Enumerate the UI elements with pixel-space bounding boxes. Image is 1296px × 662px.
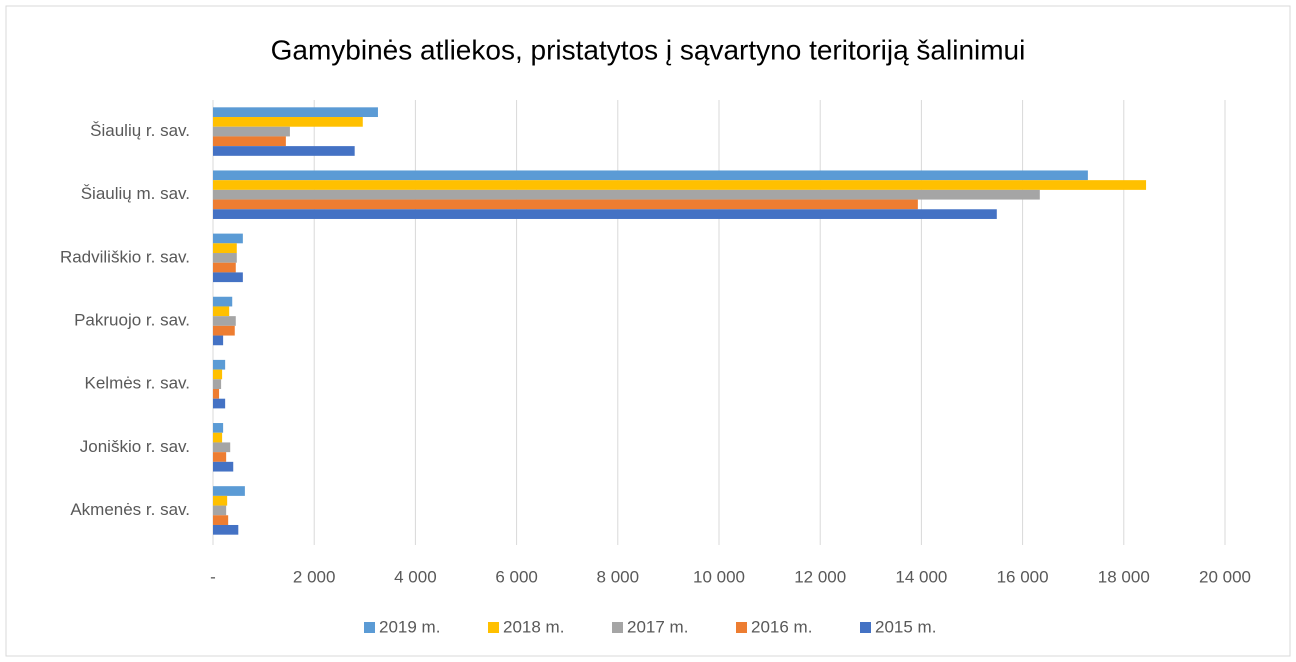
legend-label: 2017 m.: [627, 617, 688, 636]
legend-swatch: [736, 622, 747, 633]
bar: [213, 126, 290, 137]
bar: [213, 461, 234, 472]
legend-label: 2015 m.: [875, 617, 936, 636]
x-tick-label: 4 000: [394, 567, 437, 586]
x-tick-label: 6 000: [495, 567, 538, 586]
bar: [213, 233, 243, 244]
bar: [213, 262, 236, 273]
x-tick-label: 14 000: [895, 567, 947, 586]
chart-border: [5, 5, 1291, 657]
y-tick-label: Kelmės r. sav.: [85, 374, 191, 393]
y-tick-label: Pakruojo r. sav.: [74, 310, 190, 329]
bar: [213, 146, 355, 156]
y-tick-label: Šiaulių r. sav.: [90, 121, 190, 140]
bar: [213, 199, 918, 210]
bar: [213, 486, 245, 496]
bar: [213, 369, 223, 380]
x-tick-label: 18 000: [1098, 567, 1150, 586]
x-tick-label: 16 000: [997, 567, 1049, 586]
bar: [213, 452, 227, 462]
bar: [213, 388, 220, 399]
x-tick-label: 8 000: [597, 567, 640, 586]
bar: [213, 136, 286, 147]
bar: [213, 505, 227, 516]
bar: [213, 325, 235, 336]
legend-label: 2016 m.: [751, 617, 812, 636]
legend-label: 2018 m.: [503, 617, 564, 636]
bar: [213, 170, 1088, 181]
bar: [213, 117, 363, 127]
legend-swatch: [364, 622, 375, 633]
x-tick-label: 10 000: [693, 567, 745, 586]
x-tick-label: -: [210, 567, 216, 586]
bar: [213, 335, 224, 346]
x-tick-label: 20 000: [1199, 567, 1251, 586]
x-tick-label: 12 000: [794, 567, 846, 586]
bar: [213, 243, 237, 254]
bar: [213, 180, 1147, 190]
legend-swatch: [612, 622, 623, 633]
bar: [213, 316, 236, 326]
bar: [213, 107, 378, 118]
bar: [213, 495, 228, 506]
legend-swatch: [860, 622, 871, 633]
bar: [213, 423, 224, 433]
chart-title: Gamybinės atliekos, pristatytos į sąvart…: [271, 34, 1026, 65]
bar: [213, 524, 239, 535]
bar: [213, 442, 231, 453]
bar: [213, 209, 997, 219]
y-tick-label: Radviliškio r. sav.: [60, 247, 190, 266]
legend-label: 2019 m.: [379, 617, 440, 636]
bar: [213, 189, 1040, 200]
bar: [213, 515, 229, 525]
bar: [213, 296, 233, 307]
bar: [213, 398, 226, 409]
y-tick-label: Šiaulių m. sav.: [81, 184, 190, 203]
bar: [213, 359, 226, 370]
bar: [213, 306, 230, 317]
y-tick-label: Joniškio r. sav.: [80, 437, 190, 456]
bar: [213, 272, 243, 283]
x-tick-label: 2 000: [293, 567, 336, 586]
bar: [213, 432, 223, 443]
y-tick-label: Akmenės r. sav.: [70, 500, 190, 519]
bar: [213, 253, 237, 263]
legend-swatch: [488, 622, 499, 633]
bar: [213, 379, 222, 389]
